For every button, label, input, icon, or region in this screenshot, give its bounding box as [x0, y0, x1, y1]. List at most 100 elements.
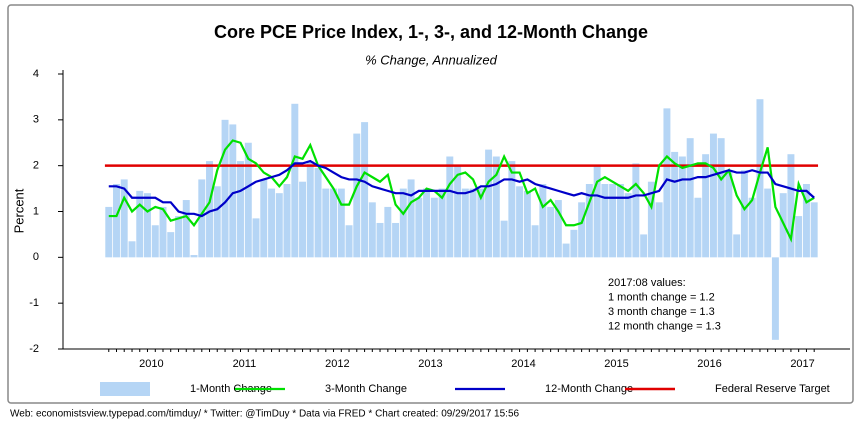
legend-label: 3-Month Change — [325, 383, 407, 395]
bar — [299, 181, 307, 258]
bar — [539, 184, 547, 258]
bar — [337, 188, 345, 258]
bar — [787, 154, 795, 258]
legend-label: 12-Month Change — [545, 383, 633, 395]
bar — [469, 188, 477, 258]
bar — [795, 216, 803, 258]
bar — [554, 200, 562, 258]
bar — [485, 149, 493, 258]
bar — [268, 188, 276, 258]
bar — [128, 241, 136, 258]
annotation: 12 month change = 1.3 — [608, 320, 721, 332]
bar — [120, 179, 128, 258]
bar — [694, 197, 702, 258]
bar — [547, 206, 555, 258]
y-tick-label: -1 — [29, 297, 39, 309]
x-tick-label: 2013 — [418, 358, 442, 370]
bar — [430, 197, 438, 258]
bar — [182, 200, 190, 258]
bar — [252, 218, 260, 258]
annotation: 3 month change = 1.3 — [608, 306, 715, 318]
bar — [105, 206, 113, 258]
bar — [283, 184, 291, 258]
bar — [593, 165, 601, 258]
bar — [260, 179, 268, 258]
bar — [500, 220, 508, 258]
bar — [663, 108, 671, 258]
bar — [291, 103, 299, 258]
bar — [578, 202, 586, 258]
y-tick-label: 1 — [33, 205, 39, 217]
bar — [229, 124, 237, 258]
bar — [221, 119, 229, 258]
bar — [454, 165, 462, 258]
bar — [190, 255, 198, 258]
bar — [492, 156, 500, 258]
bar — [771, 257, 779, 340]
bar — [213, 186, 221, 258]
bar — [523, 190, 531, 258]
bar — [585, 184, 593, 258]
bar — [733, 234, 741, 258]
bar — [415, 197, 423, 258]
bar — [748, 197, 756, 258]
y-tick-label: 3 — [33, 114, 39, 126]
bar — [678, 156, 686, 258]
bar — [802, 184, 810, 258]
bar — [647, 181, 655, 258]
bar — [353, 133, 361, 258]
bar — [330, 188, 337, 258]
bar — [671, 151, 679, 258]
bar — [113, 184, 120, 258]
bar — [306, 161, 314, 258]
bar — [167, 232, 175, 258]
bar — [709, 133, 717, 258]
bar — [764, 188, 772, 258]
bar — [562, 243, 570, 258]
x-tick-label: 2012 — [325, 358, 349, 370]
bar — [322, 188, 330, 258]
bar — [717, 138, 725, 258]
bar — [616, 184, 624, 258]
footer: Web: economistsview.typepad.com/timduy/ … — [10, 409, 520, 420]
bar — [376, 222, 384, 258]
chart-frame — [7, 4, 854, 404]
annotation: 2017:08 values: — [608, 277, 686, 289]
bar — [438, 188, 446, 258]
bar — [508, 161, 516, 258]
bar — [640, 234, 648, 258]
bar — [399, 188, 407, 258]
bar — [136, 190, 144, 258]
y-tick-label: 0 — [33, 251, 39, 263]
bar — [237, 161, 244, 258]
bar — [244, 142, 252, 258]
x-tick-label: 2011 — [233, 358, 257, 370]
bar — [345, 225, 353, 258]
bar — [702, 154, 710, 258]
bar — [725, 170, 733, 258]
x-tick-label: 2014 — [511, 358, 535, 370]
bar — [384, 206, 392, 258]
bar — [423, 188, 431, 258]
x-tick-label: 2015 — [604, 358, 628, 370]
y-axis-label: Percent — [11, 188, 26, 233]
bar — [756, 99, 764, 258]
bar — [655, 202, 663, 258]
line-series — [108, 159, 815, 218]
bar — [461, 188, 469, 258]
bar — [175, 216, 183, 258]
bar — [516, 186, 524, 258]
bar — [810, 202, 818, 258]
x-tick-label: 2010 — [139, 358, 163, 370]
legend-label: Federal Reserve Target — [715, 383, 830, 395]
bar — [368, 202, 376, 258]
bar — [198, 179, 206, 258]
bar — [531, 225, 539, 258]
bar — [143, 193, 151, 258]
bar — [151, 225, 159, 258]
bar — [159, 206, 167, 258]
y-tick-label: 4 — [33, 68, 39, 80]
y-tick-label: 2 — [33, 160, 39, 172]
chart-subtitle: % Change, Annualized — [365, 52, 498, 67]
bar — [624, 193, 632, 258]
